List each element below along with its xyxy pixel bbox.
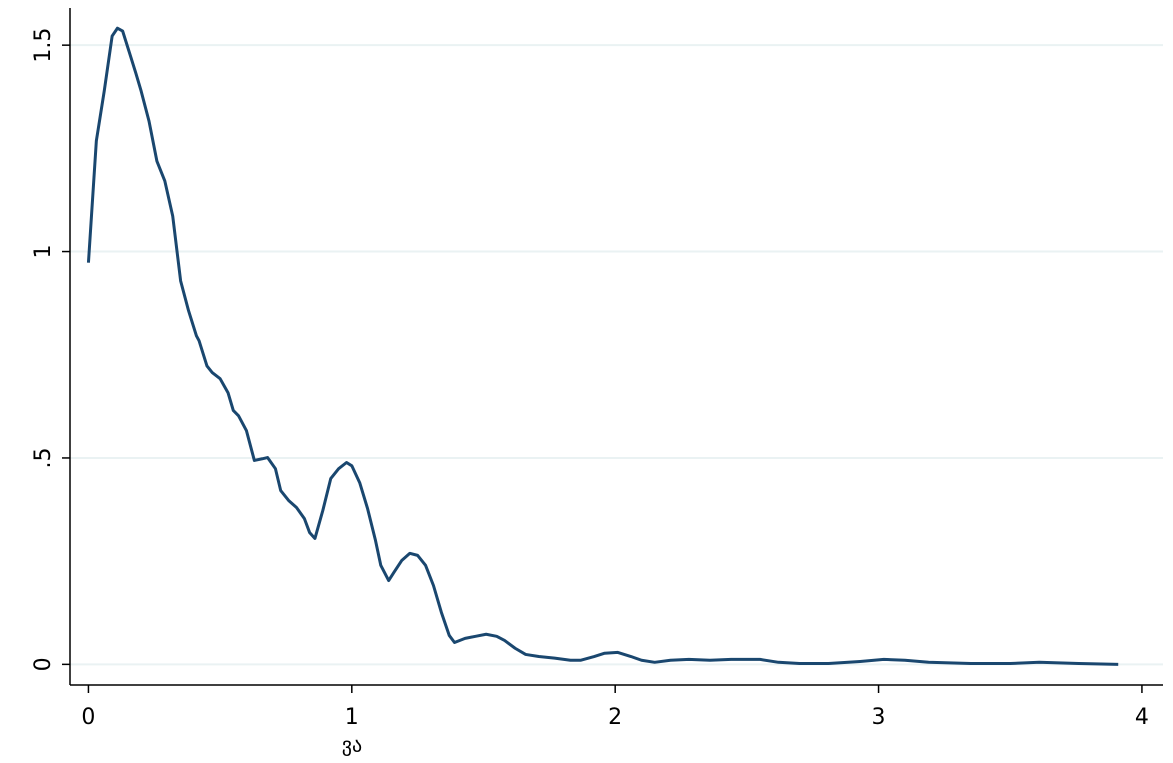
x-tick-label: 2: [608, 705, 622, 730]
x-tick-label: 3: [872, 705, 886, 730]
x-tick-label: 0: [81, 705, 95, 730]
x-tick-label: 4: [1135, 705, 1149, 730]
x-tick-label: 1: [345, 705, 359, 730]
y-tick-label: 1.5: [31, 28, 56, 63]
y-tick-label: .5: [31, 447, 56, 468]
y-tick-label: 0: [31, 657, 56, 671]
x-axis-label: ვა: [342, 733, 362, 757]
data-line: [86, 26, 1119, 666]
y-tick-label: 1: [31, 245, 56, 259]
